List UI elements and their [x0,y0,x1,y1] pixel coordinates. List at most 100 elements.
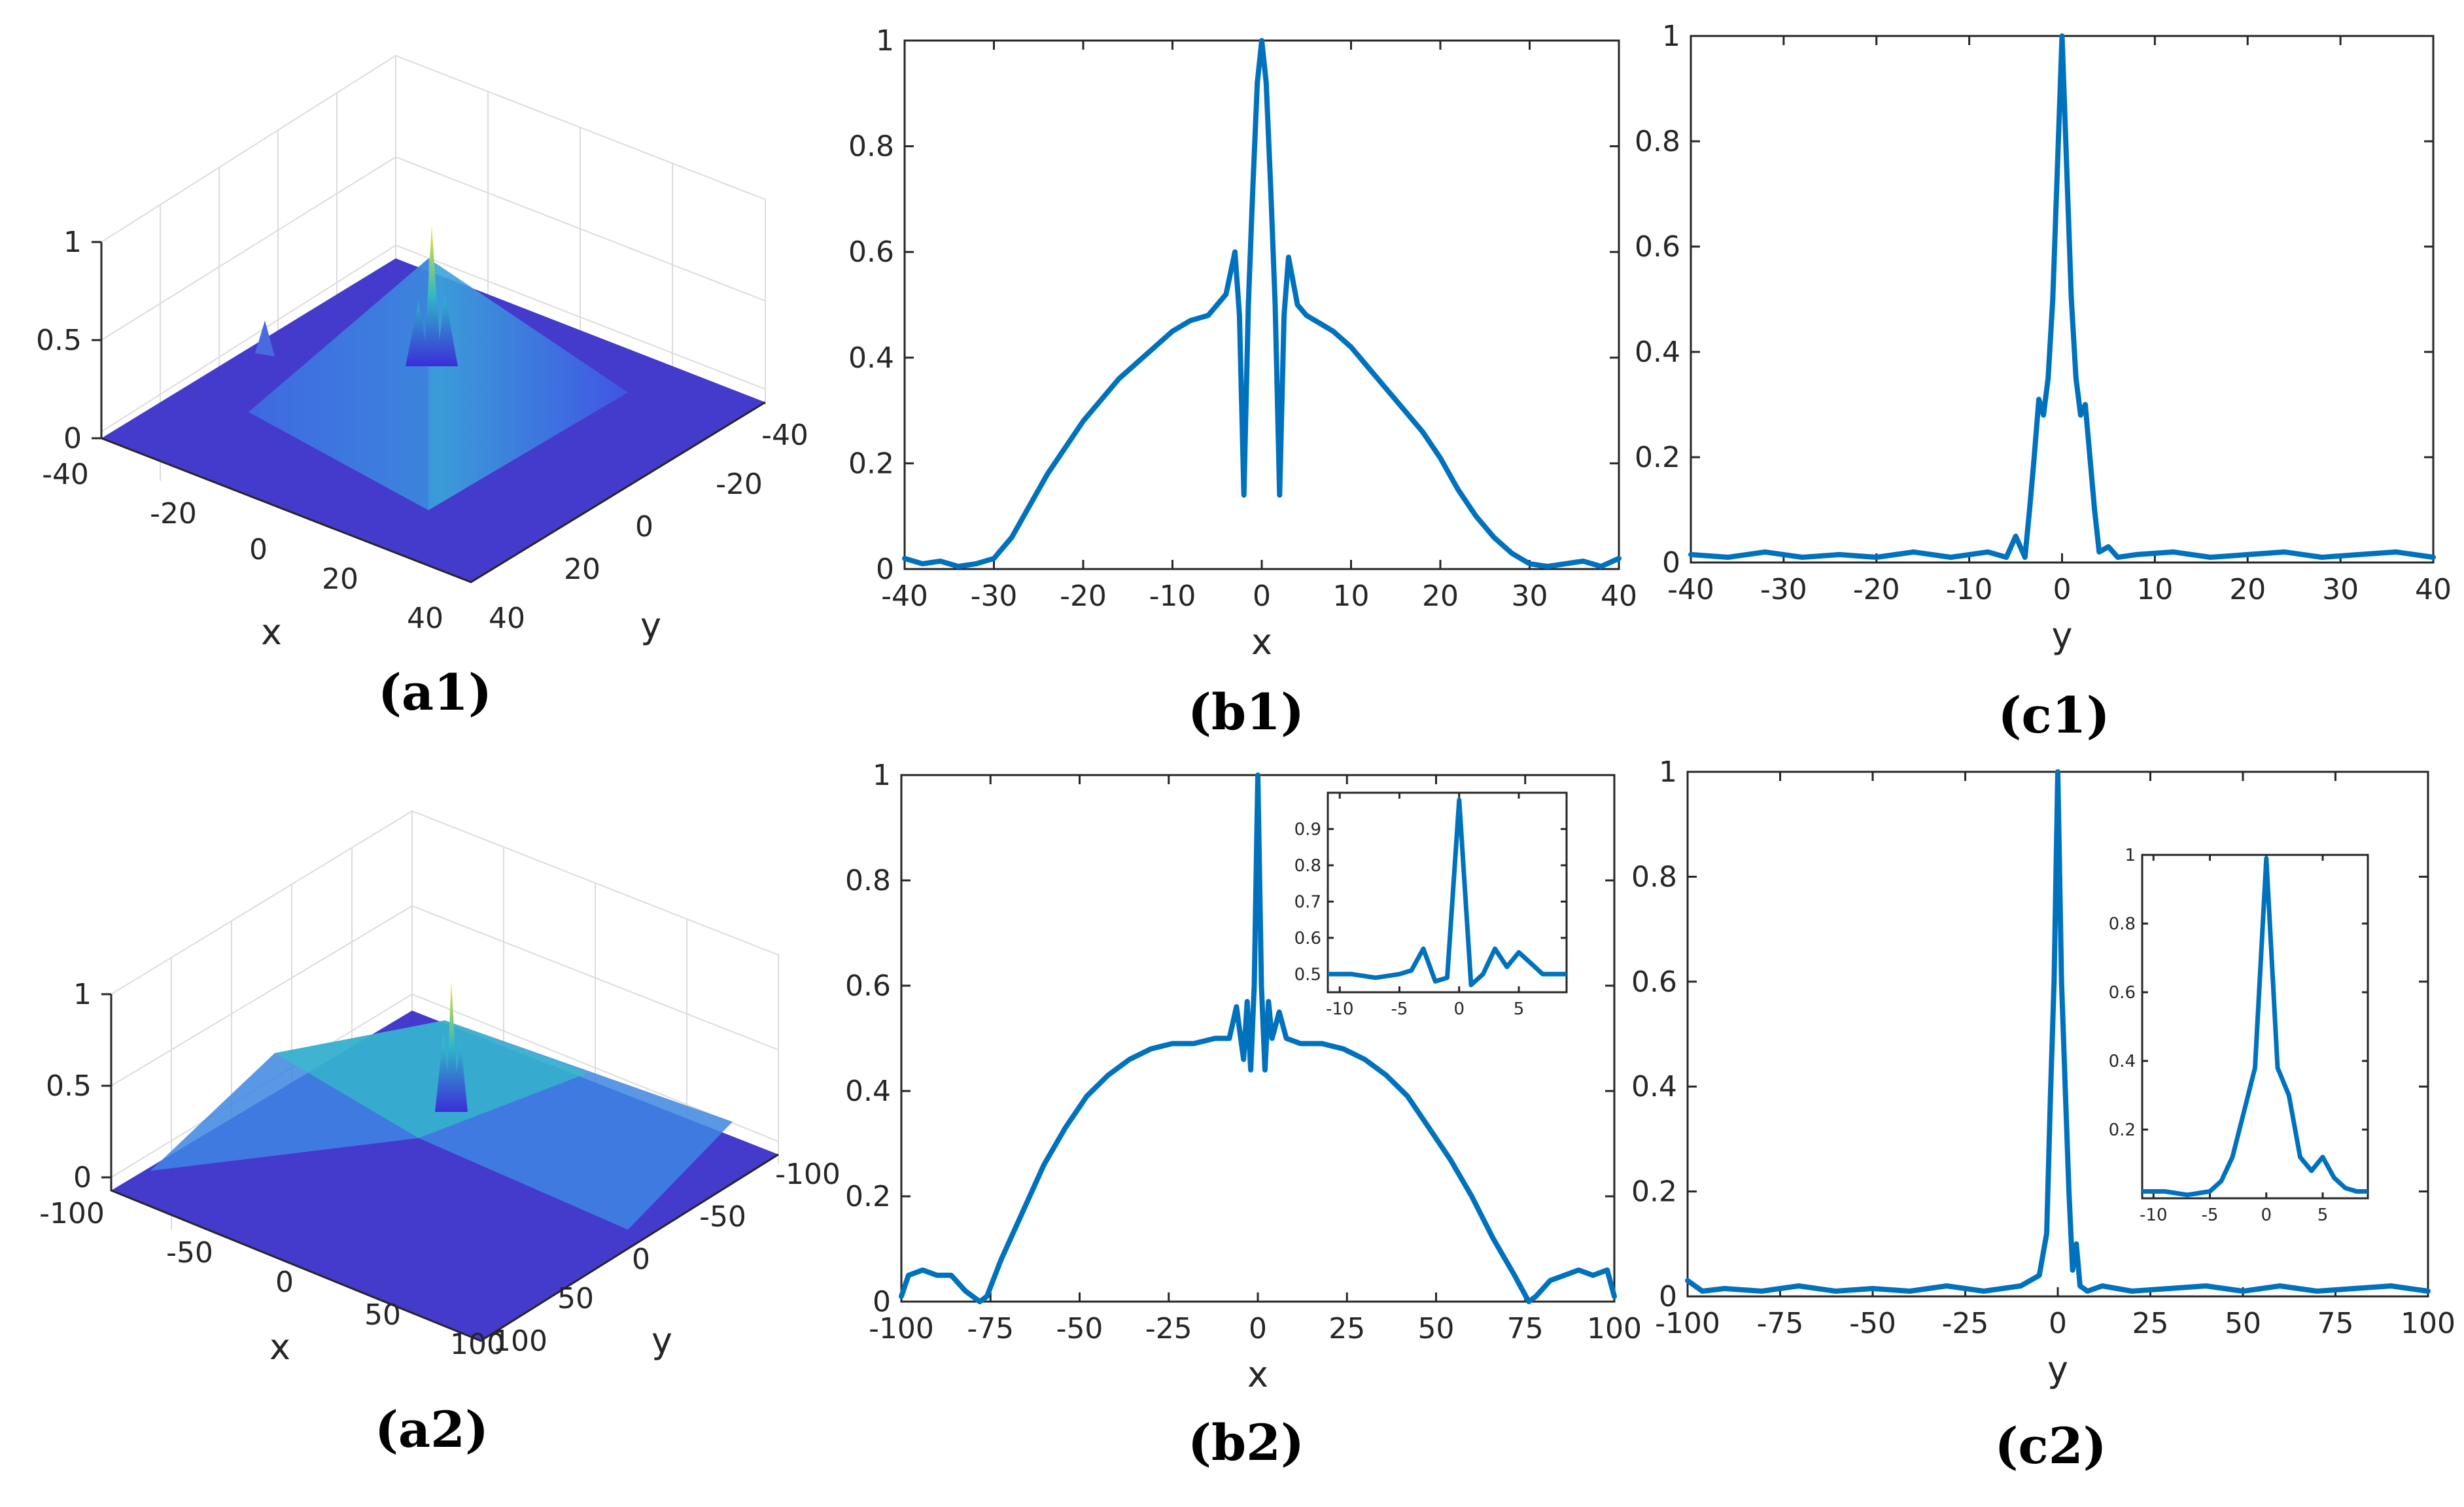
tick-label-3d: 0 [632,1243,650,1276]
inset-series-line [2142,856,2368,1198]
x-axis-label: x [1247,1354,1268,1395]
x-axis-label: y [2047,1349,2068,1390]
x-tick-label: -10 [1326,999,1353,1019]
x-tick-label: -30 [971,580,1018,613]
x-tick-label: 5 [2317,1205,2329,1225]
y-tick-label: 0 [873,1285,891,1319]
x-axis-label: x [1251,621,1272,663]
tick-label-3d: 20 [564,553,600,586]
panel-label-b2: (b2) [1188,1413,1304,1472]
y-tick-label: 0 [1659,1280,1677,1313]
x-tick-label: -5 [2202,1205,2219,1225]
surface-peak [406,226,458,366]
tick-label-3d: 100 [450,1328,505,1361]
y-tick-label: 1 [873,759,891,792]
x-tick-label: 50 [1418,1312,1455,1345]
surface-side-lobe [255,320,275,356]
line-chart-b1: -40 -30 -20 -10 0 10 20 30 40 0 0.2 0.4 0.6 0.8 1 x [848,24,1637,663]
line-chart-c1: -40 -30 -20 -10 0 10 20 30 40 0 0.2 0.4 0.6 0.8 1 y [1635,20,2452,656]
plot-frame [1690,35,2435,564]
series-line [1688,33,2436,560]
panel-label-b1: (b1) [1188,683,1304,741]
y-axis-label: y [651,1320,672,1361]
x-tick-label: -10 [2140,1205,2167,1225]
x-tick-label: 40 [2415,573,2452,606]
x-tick-label: 25 [1328,1312,1365,1345]
x-tick-label: 40 [1601,580,1637,613]
y-tick-label: 0.6 [1294,929,1321,948]
tick-label-3d: 0.5 [36,324,82,357]
tick-label-3d: -40 [42,458,89,491]
x-tick-label: 30 [1512,580,1548,613]
panel-label-c2: (c2) [1994,1417,2106,1475]
x-tick-label: -25 [1942,1307,1989,1340]
y-tick-label: 0.4 [848,341,894,375]
tick-label-3d: 40 [407,602,443,635]
y-tick-label: 0 [876,553,894,586]
tick-label-3d: 0.5 [46,1069,92,1103]
x-tick-label: 100 [2401,1307,2455,1340]
x-tick-label: 25 [2132,1307,2169,1340]
tick-label-3d: -50 [166,1236,213,1270]
x-tick-label: 100 [1587,1312,1642,1345]
x-tick-label: -75 [967,1312,1014,1345]
y-tick-label: 0.4 [1631,1070,1677,1103]
panel-label-a2: (a2) [375,1400,489,1459]
x-tick-label: 75 [1507,1312,1544,1345]
x-tick-label: 0 [2053,573,2072,606]
y-tick-label: 0.9 [1294,820,1321,839]
y-tick-label: 0.4 [1635,336,1680,369]
tick-label-3d: 50 [557,1282,594,1315]
y-tick-label: 0.6 [1635,230,1680,264]
inset-series-line [1328,797,1567,988]
x-tick-label: -20 [1060,580,1107,613]
grid-3d [101,54,766,481]
tick-label-3d: 0 [249,533,268,566]
x-tick-label: -5 [1391,999,1408,1019]
y-tick-label: 1 [876,24,894,58]
x-tick-label: 5 [1514,999,1525,1019]
y-tick-label: 0.6 [845,969,891,1003]
x-axis-label: y [2052,615,2073,656]
y-tick-label: 0.5 [1294,965,1321,984]
x-tick-label: -50 [1056,1312,1103,1345]
series-line [902,38,1622,569]
tick-label-3d: 1 [73,978,92,1011]
x-tick-label: 30 [2322,573,2359,606]
y-tick-label: 0.2 [2109,1120,2136,1140]
x-tick-label: -40 [1667,573,1714,606]
x-axis-label: x [269,1326,290,1368]
surface-plot-a1: 0 0.5 1 -40 -20 0 20 40 -40 -20 0 20 40 x y (a1) [36,54,808,721]
y-tick-label: 0.8 [845,864,891,897]
y-tick-label: 0.4 [845,1075,891,1108]
y-tick-label: 0.8 [848,130,894,164]
x-tick-label: 0 [1453,999,1465,1019]
y-tick-label: 0.8 [2109,914,2136,934]
y-tick-label: 0.2 [848,447,894,480]
tick-label-3d: -20 [150,497,197,530]
y-tick-label: 0.6 [2109,983,2136,1003]
y-tick-label: 0.6 [1631,965,1677,999]
tick-label-3d: 0 [63,422,82,455]
series-line [1685,769,2431,1294]
y-tick-label: 0.2 [1631,1175,1677,1209]
x-tick-label: -10 [1149,580,1196,613]
x-tick-label: 20 [1422,580,1459,613]
panel-label-c1: (c1) [1998,686,2109,744]
line-chart-c2: -100 -75 -50 -25 0 25 50 75 10000.20.40.60.81y-1… [1631,755,2455,1390]
x-tick-label: 0 [2049,1307,2067,1340]
tick-label-3d: -100 [775,1158,841,1191]
y-tick-label: 0.8 [1635,125,1680,158]
y-tick-label: 0.8 [1631,860,1677,893]
x-tick-label: 50 [2225,1307,2261,1340]
line-chart-b2: -100 -75 -50 -25 0 25 50 75 10000.20.40.60.81x-1… [845,759,1642,1395]
x-tick-label: -30 [1760,573,1807,606]
y-tick-label: 0 [1662,546,1680,580]
x-tick-label: -40 [881,580,928,613]
tick-label-3d: 20 [322,563,358,596]
x-tick-label: 0 [1249,1312,1267,1345]
x-tick-label: -100 [1655,1307,1720,1340]
inset-plot: -10 -5 0 5 0.2 0.4 0.6 0.8 1 [2109,846,2369,1225]
tick-label-3d: 0 [73,1161,92,1194]
y-tick-label: 1 [1662,20,1680,53]
